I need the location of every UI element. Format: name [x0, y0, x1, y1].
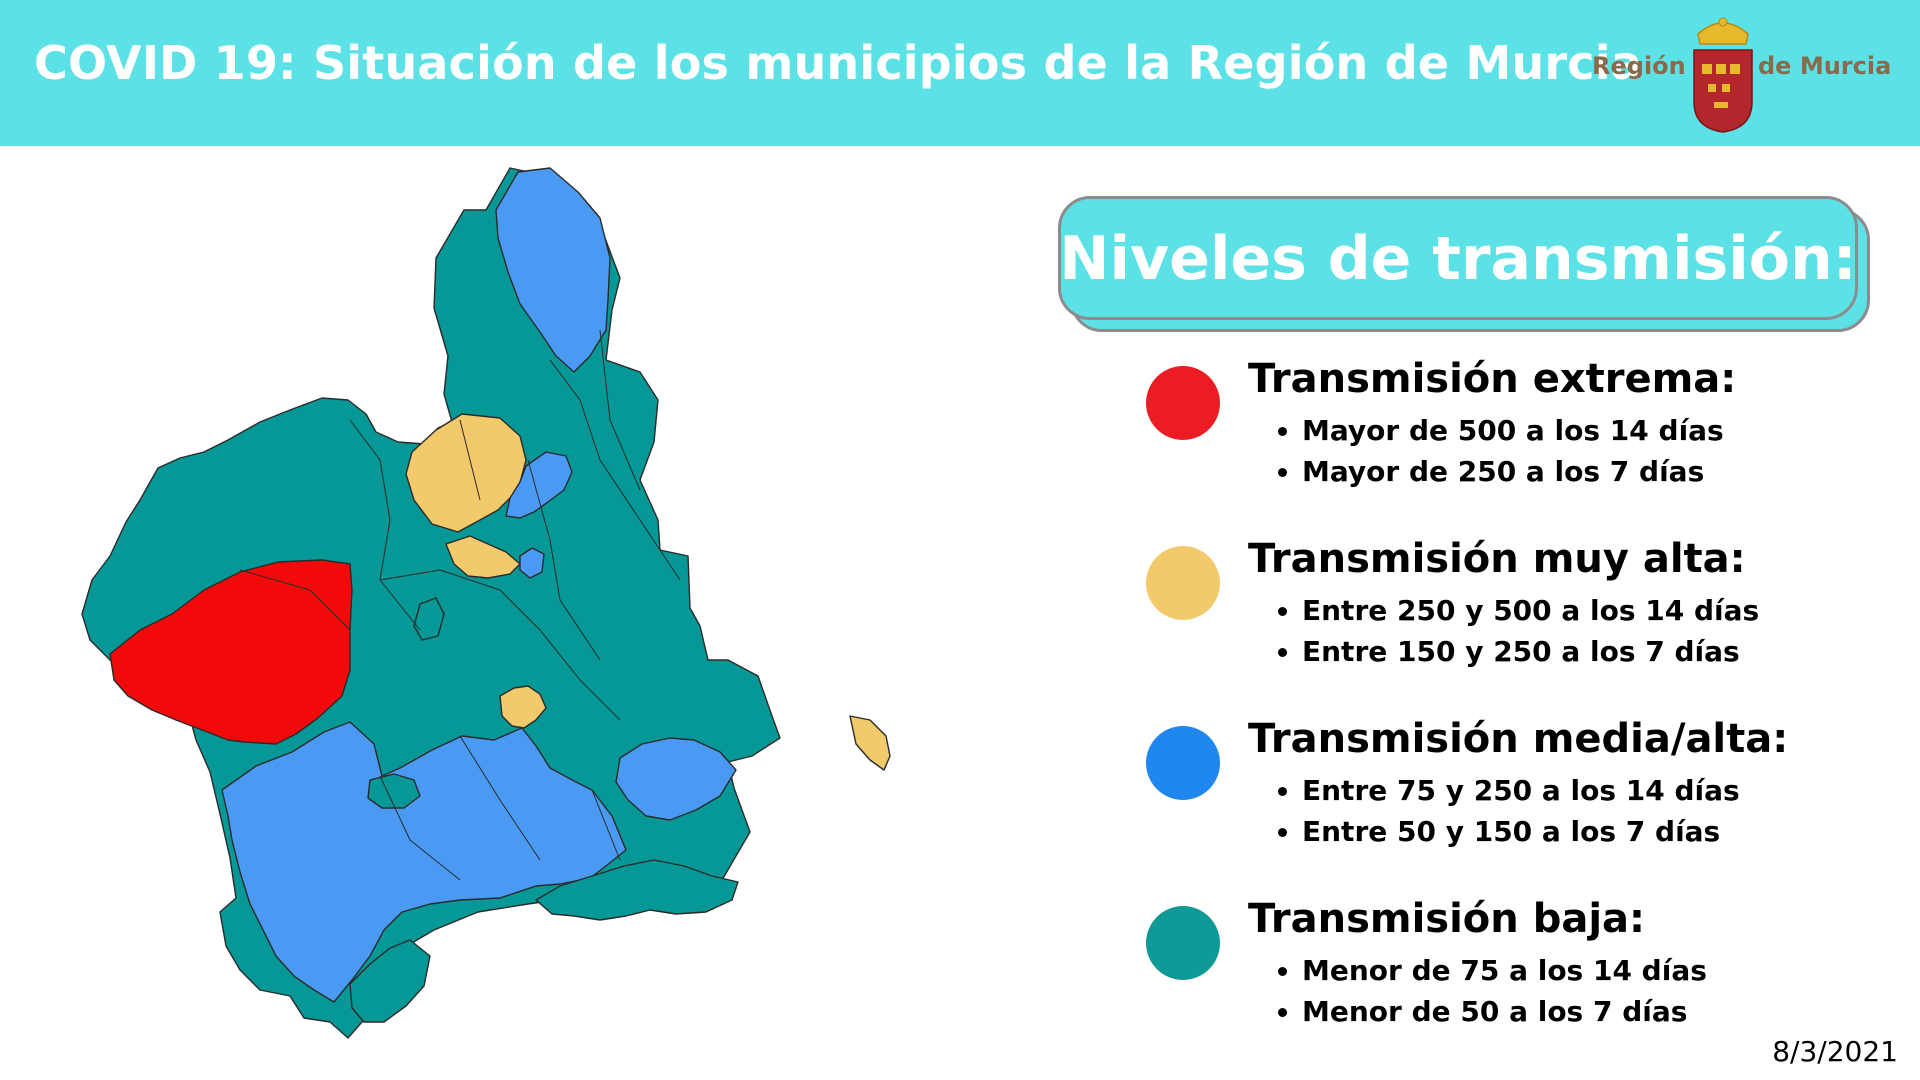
municipality-mediumhigh-north: [495, 167, 611, 373]
legend-level-items: Entre 250 y 500 a los 14 días Entre 150 …: [1276, 590, 1759, 672]
legend-dot-very-high: [1146, 546, 1220, 620]
municipality-low-southeast: [535, 859, 739, 921]
legend-level-items: Entre 75 y 250 a los 14 días Entre 50 y …: [1276, 770, 1740, 852]
municipality-extreme-west: [109, 559, 353, 745]
municipality-veryhigh-central: [445, 535, 521, 579]
murcia-municipalities-map: [81, 167, 891, 1039]
legend-title-box: Niveles de transmisión:: [1058, 196, 1870, 332]
legend-item: Entre 50 y 150 a los 7 días: [1302, 811, 1740, 852]
legend-title-front: [1058, 196, 1858, 320]
legend-dot-medium-high: [1146, 726, 1220, 800]
municipality-low-pocket-2: [413, 597, 445, 641]
logo-text-right: de Murcia: [1758, 52, 1892, 80]
date-label: 8/3/2021: [1772, 1035, 1898, 1068]
municipality-low-pocket-1: [367, 773, 421, 809]
legend-level-name: Transmisión baja:: [1248, 896, 1646, 942]
legend-item: Mayor de 500 a los 14 días: [1302, 410, 1724, 451]
legend-item: Menor de 50 a los 7 días: [1302, 991, 1707, 1032]
header-banner: COVID 19: Situación de los municipios de…: [0, 0, 1920, 146]
legend-level-very-high: Transmisión muy alta: Entre 250 y 500 a …: [1146, 536, 1846, 676]
legend-level-items: Menor de 75 a los 14 días Menor de 50 a …: [1276, 950, 1707, 1032]
legend-title: Niveles de transmisión:: [1059, 224, 1857, 294]
legend-item: Entre 150 y 250 a los 7 días: [1302, 631, 1759, 672]
legend-item: Entre 250 y 500 a los 14 días: [1302, 590, 1759, 631]
municipality-veryhigh-north: [405, 413, 527, 533]
legend-level-name: Transmisión muy alta:: [1248, 536, 1746, 582]
region-logo: Región de Murcia: [1588, 12, 1892, 134]
municipal-borders: [239, 329, 681, 881]
municipality-mediumhigh-east: [615, 737, 737, 821]
legend-item: Entre 75 y 250 a los 14 días: [1302, 770, 1740, 811]
page-title: COVID 19: Situación de los municipios de…: [34, 36, 1642, 90]
logo-text-left: Región: [1592, 52, 1686, 80]
legend-level-extreme: Transmisión extrema: Mayor de 500 a los …: [1146, 356, 1846, 496]
legend-level-low: Transmisión baja: Menor de 75 a los 14 d…: [1146, 896, 1846, 1036]
municipality-veryhigh-coast: [849, 715, 891, 771]
legend-level-name: Transmisión extrema:: [1248, 356, 1737, 402]
legend-item: Menor de 75 a los 14 días: [1302, 950, 1707, 991]
legend-level-items: Mayor de 500 a los 14 días Mayor de 250 …: [1276, 410, 1724, 492]
municipality-low-south-hill: [349, 939, 431, 1023]
municipality-mediumhigh-small: [519, 547, 545, 579]
legend-dot-low: [1146, 906, 1220, 980]
legend-level-name: Transmisión media/alta:: [1248, 716, 1789, 762]
coat-of-arms-icon: [1693, 17, 1753, 133]
municipality-veryhigh-small: [499, 685, 547, 729]
legend-item: Mayor de 250 a los 7 días: [1302, 451, 1724, 492]
legend-level-medium-high: Transmisión media/alta: Entre 75 y 250 a…: [1146, 716, 1846, 856]
legend-dot-extreme: [1146, 366, 1220, 440]
